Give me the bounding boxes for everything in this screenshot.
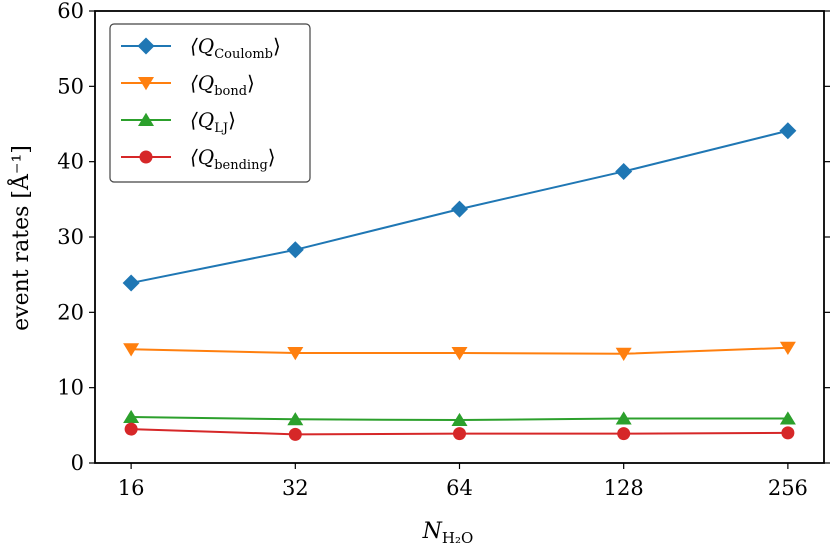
x-axis-label-main: N: [422, 519, 443, 544]
data-point-coulomb-32: [286, 241, 304, 259]
series-lj: [123, 409, 796, 427]
y-tick-label-50: 50: [57, 74, 84, 98]
data-point-bond-64: [451, 347, 468, 361]
legend-entry-lj: ⟨QLJ⟩: [121, 108, 236, 136]
legend-label-coulomb: ⟨QCoulomb⟩: [190, 34, 281, 62]
y-tick-label-10: 10: [57, 376, 84, 400]
data-point-bond-256: [779, 341, 796, 355]
legend-label-bending: ⟨Qbending⟩: [190, 145, 276, 173]
data-point-bond-16: [123, 343, 140, 357]
legend-box: [109, 23, 311, 183]
series-bending: [124, 422, 795, 441]
axes: 0 10 20 30 40 50 60 16 32 64 128 256: [57, 0, 830, 500]
data-point-lj-256: [779, 411, 796, 425]
legend-entry-bond: ⟨Qbond⟩: [121, 71, 255, 99]
data-point-bending-32: [288, 427, 302, 441]
legend-label-close: ⟩: [247, 71, 255, 95]
data-point-bending-64: [453, 427, 466, 441]
y-tick-label-30: 30: [57, 225, 84, 249]
x-tick-label-32: 32: [282, 476, 309, 500]
y-axis-label: event rates [Å⁻¹]: [6, 145, 34, 331]
legend: ⟨QCoulomb⟩⟨Qbond⟩⟨QLJ⟩⟨Qbending⟩: [109, 23, 311, 183]
x-tick-label-64: 64: [446, 476, 473, 500]
legend-label-sub: bond: [214, 84, 247, 99]
legend-entry-coulomb: ⟨QCoulomb⟩: [121, 34, 281, 62]
series-bond: [123, 341, 796, 361]
legend-marker-bond: [138, 77, 154, 91]
data-point-bond-32: [287, 347, 304, 361]
legend-marker-coulomb: [137, 37, 155, 55]
x-axis-label: NH₂O: [422, 519, 474, 547]
y-tick-label-0: 0: [71, 451, 84, 475]
data-point-lj-16: [123, 409, 140, 424]
series-coulomb: [122, 122, 797, 292]
data-point-bending-128: [617, 427, 631, 441]
legend-label-close: ⟩: [273, 34, 281, 58]
x-axis-label-sub: H₂O: [442, 529, 473, 547]
legend-marker-bending: [139, 150, 153, 164]
legend-label-main: ⟨Q: [190, 108, 214, 132]
legend-label-main: ⟨Q: [190, 145, 214, 169]
x-tick-label-128: 128: [604, 476, 644, 500]
plot-area: [122, 122, 797, 441]
legend-label-sub: bending: [214, 158, 268, 173]
legend-label-bond: ⟨Qbond⟩: [190, 71, 255, 99]
legend-label-main: ⟨Q: [190, 71, 214, 95]
data-point-bending-256: [781, 426, 795, 440]
data-point-coulomb-256: [779, 122, 797, 140]
data-point-coulomb-64: [451, 200, 468, 218]
data-point-bond-128: [615, 347, 632, 361]
x-tick-label-256: 256: [768, 476, 808, 500]
legend-label-sub: LJ: [214, 121, 228, 136]
data-point-lj-32: [287, 412, 304, 426]
legend-label-sub: Coulomb: [214, 47, 273, 62]
legend-entry-bending: ⟨Qbending⟩: [121, 145, 276, 173]
data-point-lj-64: [451, 412, 468, 427]
legend-label-close: ⟩: [268, 145, 276, 169]
data-point-bending-16: [124, 422, 138, 436]
data-point-lj-128: [615, 411, 632, 425]
data-point-coulomb-16: [122, 274, 140, 292]
legend-marker-lj: [138, 112, 154, 126]
legend-label-close: ⟩: [228, 108, 236, 132]
legend-label-lj: ⟨QLJ⟩: [190, 108, 236, 136]
y-tick-label-40: 40: [57, 150, 84, 174]
y-tick-label-20: 20: [57, 300, 84, 324]
data-point-coulomb-128: [615, 162, 633, 180]
x-tick-label-16: 16: [118, 476, 145, 500]
y-tick-label-60: 60: [57, 0, 84, 23]
legend-label-main: ⟨Q: [190, 34, 214, 58]
